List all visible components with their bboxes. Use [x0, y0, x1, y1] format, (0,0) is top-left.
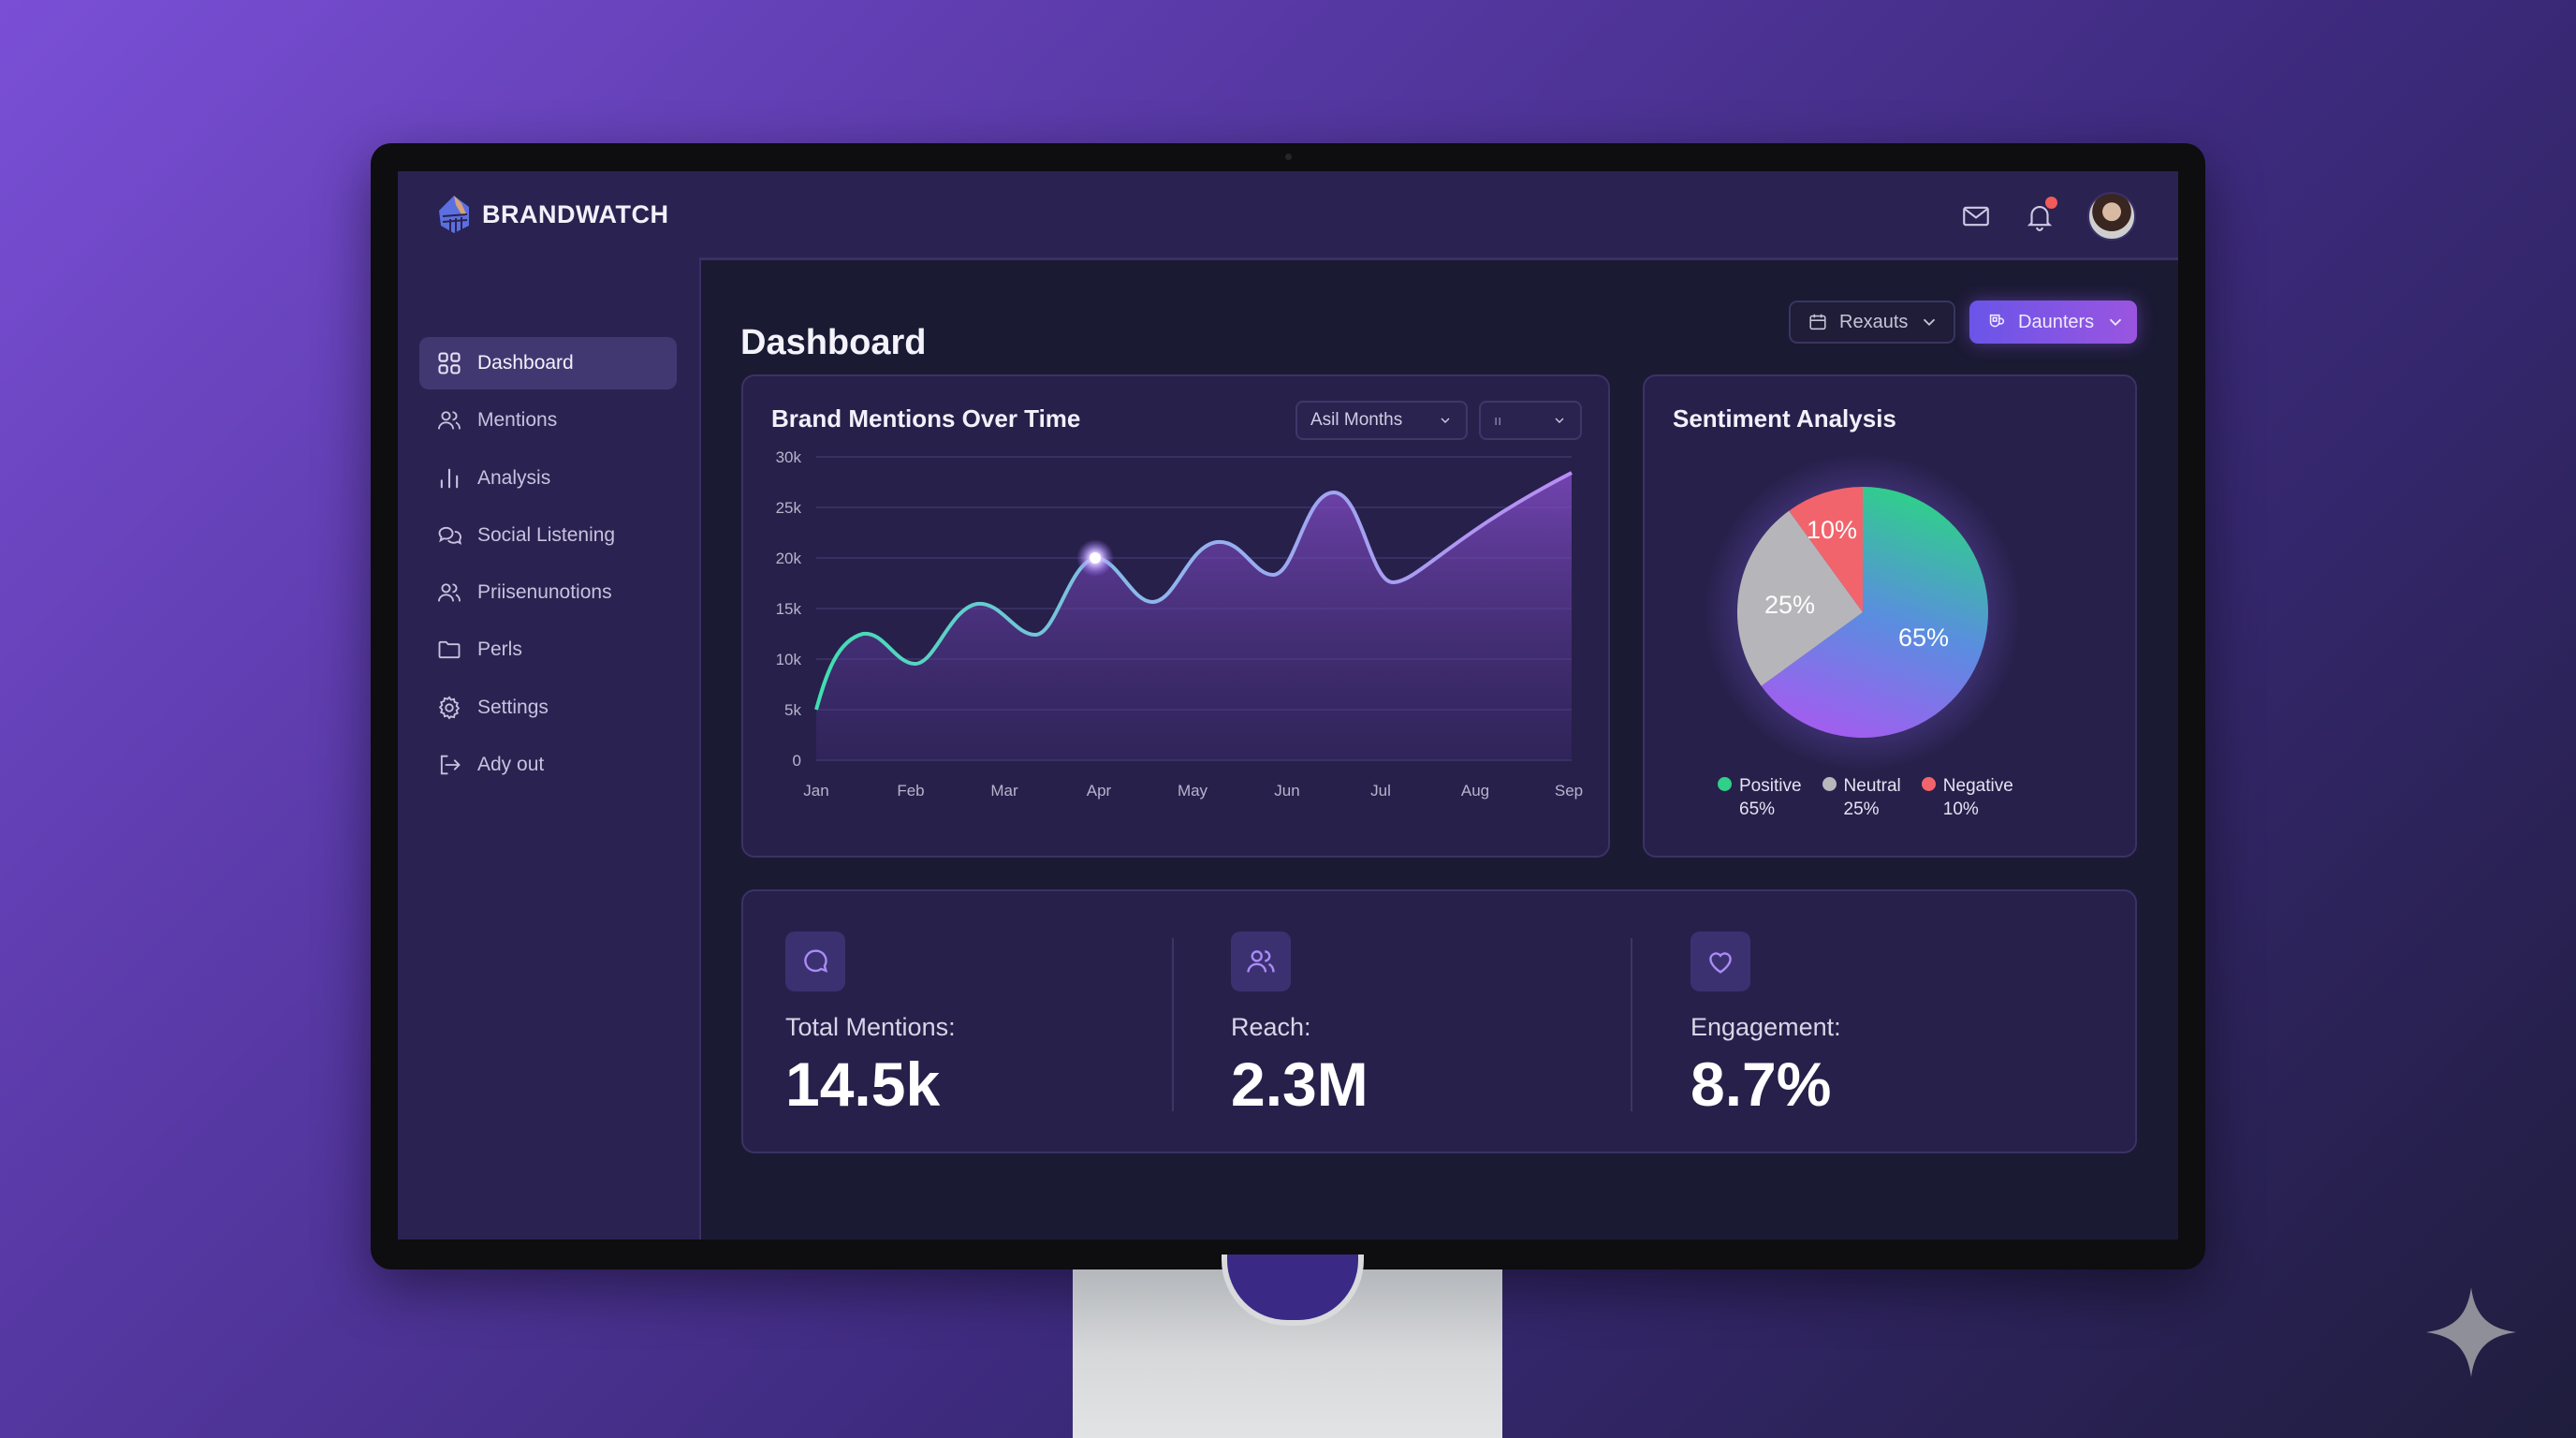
notifications-button[interactable] — [2024, 197, 2057, 232]
stat-icon-bg — [1231, 932, 1291, 991]
mail-icon[interactable] — [1960, 200, 1992, 232]
logout-icon — [440, 755, 461, 775]
sidebar-item-label: Mentions — [477, 409, 558, 432]
users-icon — [437, 583, 461, 602]
svg-text:25k: 25k — [776, 499, 802, 517]
slice-positive — [1761, 487, 1988, 738]
brand-logo[interactable]: BRANDWATCH — [435, 194, 668, 235]
sentiment-card: Sentiment Analysis 10% 25% — [1643, 374, 2137, 858]
app-window: BRANDWATCH Dashboard Mentions Analysis S… — [398, 171, 2178, 1240]
filters-button[interactable]: Daunters — [1969, 301, 2137, 344]
svg-text:15k: 15k — [776, 600, 802, 618]
sidebar-item-label: Social Listening — [477, 523, 616, 546]
sidebar-item-mentions[interactable]: Mentions — [419, 394, 677, 447]
chevron-down-icon — [1555, 418, 1564, 423]
sidebar: BRANDWATCH Dashboard Mentions Analysis S… — [398, 171, 701, 1240]
sidebar-nav: Dashboard Mentions Analysis Social Liste… — [419, 337, 677, 796]
sidebar-item-settings[interactable]: Settings — [419, 682, 677, 734]
svg-text:5k: 5k — [784, 701, 801, 719]
time-range-select[interactable]: Asil Months — [1295, 401, 1468, 440]
x-axis: Jan Feb Mar Apr May Jun Jul Aug Sep — [803, 782, 1583, 800]
slice-negative — [1789, 487, 1863, 612]
sparkle-icon — [2426, 1287, 2516, 1377]
metric-value: ıı — [1494, 412, 1502, 429]
svg-text:20k: 20k — [776, 550, 802, 567]
sidebar-item-label: Dashboard — [477, 352, 574, 374]
svg-text:Sep: Sep — [1555, 782, 1583, 800]
calendar-icon — [1809, 314, 1826, 330]
sidebar-item-label: Settings — [477, 696, 549, 718]
bar-chart-icon — [440, 468, 459, 488]
filters-label: Daunters — [2018, 311, 2095, 332]
svg-text:10k: 10k — [776, 651, 802, 668]
chat-icon — [804, 949, 828, 973]
legend-item-neutral: Neutral 25% — [1822, 774, 1901, 821]
brand-mentions-card: Brand Mentions Over Time Asil Months ıı — [741, 374, 1610, 858]
heart-icon — [1709, 952, 1732, 974]
svg-text:Jan: Jan — [803, 782, 828, 800]
svg-text:Feb: Feb — [897, 782, 924, 800]
svg-text:30k: 30k — [776, 448, 802, 466]
legend-item-positive: Positive 65% — [1718, 774, 1802, 821]
sentiment-title: Sentiment Analysis — [1673, 404, 1896, 433]
svg-text:May: May — [1178, 782, 1208, 800]
kpi-stats-card: Total Mentions: 14.5k Reach: 2.3M Engage… — [741, 889, 2137, 1153]
brand-name: BRANDWATCH — [482, 199, 669, 228]
chevron-down-icon — [1924, 318, 1936, 327]
pie-label-neutral: 25% — [1764, 591, 1815, 619]
trend-line — [814, 471, 1573, 711]
svg-text:Mar: Mar — [990, 782, 1018, 800]
notification-badge — [2045, 197, 2057, 209]
chevron-down-icon — [2110, 318, 2122, 327]
top-bar — [699, 171, 2178, 260]
svg-text:Aug: Aug — [1461, 782, 1489, 800]
line-chart: 30k 25k 20k 15k 10k 5k 0 — [776, 448, 1584, 800]
webcam — [1285, 154, 1292, 160]
chat-bubbles-icon — [438, 526, 462, 545]
users-icon — [1247, 950, 1275, 973]
slice-neutral — [1736, 510, 1863, 686]
y-axis: 30k 25k 20k 15k 10k 5k 0 — [776, 448, 802, 770]
sentiment-legend: Positive 65% Neutral 25% Negative 10% — [1718, 774, 2013, 821]
svg-text:0: 0 — [793, 752, 801, 770]
sidebar-item-dashboard[interactable]: Dashboard — [419, 337, 677, 389]
area-fill — [816, 473, 1572, 760]
sidebar-item-logout[interactable]: Ady out — [419, 739, 677, 791]
svg-text:Jun: Jun — [1274, 782, 1299, 800]
avatar[interactable] — [2087, 192, 2136, 241]
users-icon — [437, 411, 461, 430]
sidebar-item-label: Analysis — [477, 466, 551, 489]
sidebar-item-analysis[interactable]: Analysis — [419, 452, 677, 505]
svg-text:Apr: Apr — [1087, 782, 1112, 800]
metric-select[interactable]: ıı — [1479, 401, 1582, 440]
chart-title: Brand Mentions Over Time — [771, 404, 1081, 433]
time-range-value: Asil Months — [1310, 410, 1403, 430]
date-range-button[interactable]: Rexauts — [1789, 301, 1955, 344]
gear-icon — [438, 696, 461, 720]
divider — [1172, 938, 1174, 1111]
bell-icon — [2027, 206, 2053, 231]
chevron-down-icon — [1441, 418, 1450, 423]
divider — [1631, 938, 1632, 1111]
brandwatch-logo-icon — [439, 196, 469, 233]
badge-icon — [1989, 314, 2005, 328]
grid-icon — [438, 352, 461, 374]
stat-icon-bg — [785, 932, 845, 991]
sidebar-item-social-listening[interactable]: Social Listening — [419, 509, 677, 562]
pie-label-positive: 65% — [1898, 624, 1949, 652]
sidebar-item-perls[interactable]: Perls — [419, 624, 677, 676]
stat-icon-bg — [1690, 932, 1750, 991]
sidebar-item-label: Priisenunotions — [477, 581, 612, 604]
sidebar-item-priisenunotions[interactable]: Priisenunotions — [419, 566, 677, 619]
pie-chart: 10% 25% 65% — [1704, 453, 2022, 770]
svg-text:Jul: Jul — [1370, 782, 1391, 800]
pie-label-negative: 10% — [1807, 516, 1857, 544]
page-title: Dashboard — [740, 323, 927, 363]
legend-item-negative: Negative 10% — [1921, 774, 2013, 821]
sidebar-item-label: Ady out — [477, 754, 545, 776]
sidebar-item-label: Perls — [477, 638, 522, 661]
folder-icon — [438, 641, 461, 659]
date-range-label: Rexauts — [1839, 311, 1909, 332]
